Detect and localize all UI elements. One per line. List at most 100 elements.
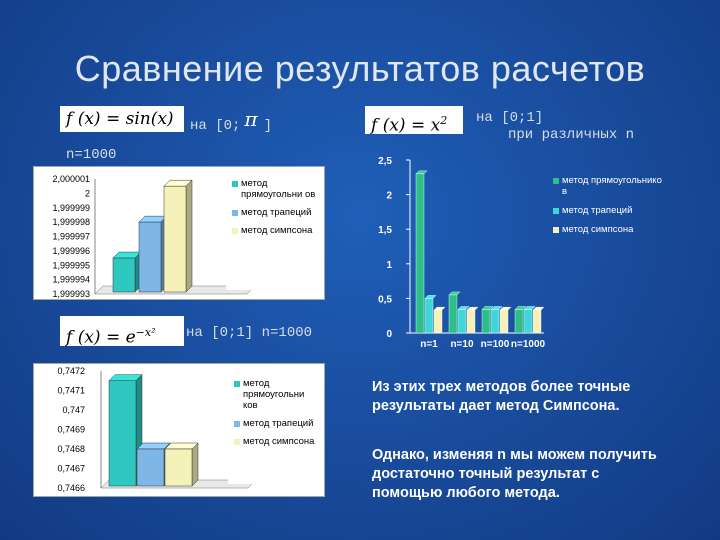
bar-2-front (164, 448, 193, 487)
legend-swatch (553, 178, 559, 184)
bar-front (490, 309, 500, 334)
legend-item: метод трапеций (232, 207, 317, 218)
bar (523, 306, 536, 334)
bar (433, 306, 446, 334)
bar-0-front (108, 380, 137, 487)
x-tick-label: n=1 (420, 339, 438, 350)
legend-item: метод прямоугольни ов (232, 178, 317, 200)
bar-front (448, 294, 458, 334)
formula-square-exp: 2 (440, 114, 448, 127)
legend-label: метод симпсона (241, 225, 313, 236)
y-tick-label: 2,000001 (52, 174, 90, 184)
bar (481, 306, 494, 334)
legend-item: метод симпсона (234, 436, 317, 447)
y-tick-label: 1,999994 (52, 275, 90, 285)
legend-item: метод прямоугольни ков (234, 378, 317, 411)
legend-item: метод симпсона (232, 225, 317, 236)
legend-swatch (232, 210, 238, 216)
bar-0 (108, 374, 143, 487)
x-tick-label: n=10 (450, 339, 474, 350)
chart-square: 2,5 2 1,5 1 0,5 0 n=1 n=10 n=100 n=1000 (378, 156, 546, 350)
bar-front (532, 309, 542, 334)
y-tick-label: 0,7472 (57, 366, 85, 376)
y-tick-label: 0,7471 (57, 386, 85, 396)
y-tick-label: 1,999997 (52, 232, 90, 242)
bar-top (415, 170, 428, 175)
legend-label: метод прямоугольни ков (243, 378, 305, 411)
range-sin-suffix: ] (263, 118, 272, 134)
range-sin-prefix: на [0; (190, 118, 241, 134)
y-tick-label: 1,999998 (52, 217, 90, 227)
y-tick-label: 1,999995 (52, 260, 90, 270)
range-exp: на [0;1] n=1000 (186, 325, 313, 341)
legend-swatch (553, 227, 559, 233)
bar-top (424, 295, 437, 299)
y-tick-label: 1,999999 (52, 203, 90, 213)
bar (532, 306, 545, 334)
bar-front (523, 309, 533, 334)
range-sin: на [0; π] (190, 107, 272, 134)
chart-sin: 2,000001 2 1,999999 1,999998 1,999997 1,99999… (52, 174, 256, 299)
y-tick-label: 0,7466 (57, 483, 85, 493)
legend-swatch (234, 381, 240, 387)
bar-top (532, 306, 545, 311)
bar-2-side (191, 442, 199, 487)
chart-sin-legend: метод прямоугольни ов метод трапеций метод… (226, 174, 321, 290)
bar-top (433, 306, 446, 311)
legend-label: метод трапеций (241, 207, 312, 218)
y-tick-label: 2 (85, 188, 90, 198)
y-tick-label: 1,999993 (52, 289, 90, 299)
bar-top (457, 306, 470, 310)
chart-exp: 0,7472 0,7471 0,747 0,7469 0,7468 0,7467 0,746… (57, 366, 257, 493)
bar (499, 306, 512, 334)
bar-2-side (185, 179, 193, 293)
bar-1 (138, 215, 168, 293)
formula-sin: f (x) = sin(x) (60, 106, 184, 132)
legend-swatch (234, 421, 240, 427)
x-tick-label: n=1000 (511, 339, 546, 350)
bar (448, 291, 461, 334)
bar-top (499, 306, 512, 311)
formula-exp: f (x) = e−x² (60, 316, 184, 348)
y-tick-label: 1,5 (378, 225, 392, 236)
legend-swatch (232, 181, 238, 187)
bar-1-front (138, 221, 162, 293)
chart-square-legend: метод прямоугольнико в метод трапеций мето… (553, 175, 663, 295)
bar-front (415, 173, 425, 334)
formula-exp-base: f (x) = e (66, 327, 136, 348)
y-tick-label: 1,999996 (52, 246, 90, 256)
legend-label: метод прямоугольни ов (241, 178, 316, 200)
bar-front (433, 309, 443, 334)
range-square-note: при различных n (508, 127, 635, 143)
bar-front (481, 309, 491, 334)
y-tick-label: 0,7468 (57, 444, 85, 454)
slide-title: Сравнение результатов расчетов (74, 48, 646, 89)
legend-swatch (232, 228, 238, 234)
formula-exp-exp: −x² (135, 326, 156, 339)
range-square: на [0;1] (476, 110, 544, 126)
y-tick-label: 2 (386, 191, 392, 202)
note-simpson: Из этих трех методов более точные резуль… (372, 379, 631, 414)
bar-2-front (163, 185, 187, 293)
y-tick-label: 0,7469 (57, 425, 85, 435)
bar-front (499, 309, 509, 334)
legend-label: метод прямоугольнико в (562, 175, 662, 197)
bar-0 (112, 251, 142, 293)
bar-front (424, 298, 434, 334)
x-tick-label: n=100 (481, 339, 510, 350)
legend-label: метод трапеций (562, 205, 633, 216)
legend-item: метод трапеций (234, 418, 317, 429)
legend-item: метод симпсона (553, 224, 663, 235)
bar-front (457, 309, 467, 334)
bar (424, 295, 437, 334)
bar (514, 306, 527, 334)
n-label-sin: n=1000 (66, 147, 117, 163)
bar (415, 170, 428, 334)
bar (490, 306, 503, 334)
bar-2 (163, 179, 193, 293)
range-sin-pi: π (244, 107, 258, 131)
y-tick-label: 1 (386, 260, 392, 271)
legend-item: метод прямоугольнико в (553, 175, 663, 197)
formula-square: f (x) = x2 (365, 106, 463, 136)
legend-label: метод симпсона (243, 436, 315, 447)
